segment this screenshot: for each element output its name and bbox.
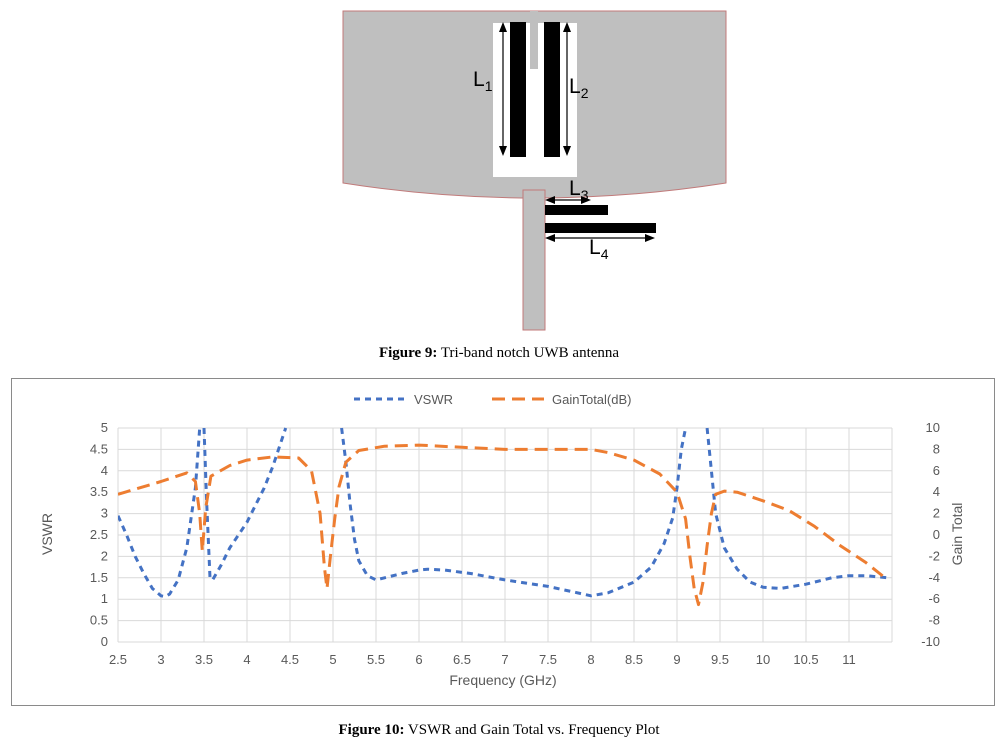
y-tick-label: 2.5: [90, 527, 108, 542]
chart-frame: 0 0.5 1 1.5 2 2.5 3 3.5 4 4.5 5 -10 -8 -6 -4 -2 0 2 4 6 8 10 2…: [11, 378, 995, 706]
notch-strip-l3: [545, 205, 608, 215]
y-tick-label: 4: [101, 463, 108, 478]
x-tick-label: 10: [756, 652, 770, 667]
x-axis-label: Frequency (GHz): [449, 672, 556, 688]
y2-axis-label: Gain Total: [949, 503, 965, 566]
legend: VSWR GainTotal(dB): [354, 392, 631, 407]
x-tick-label: 9.5: [711, 652, 729, 667]
y-axis-label: VSWR: [39, 513, 55, 555]
series-line-vswr: [202, 427, 288, 582]
vswr-gain-chart: 0 0.5 1 1.5 2 2.5 3 3.5 4 4.5 5 -10 -8 -6 -4 -2 0 2 4 6 8 10 2…: [39, 392, 965, 688]
dimension-arrow-l3: [545, 196, 591, 204]
y2-tick-label: 4: [933, 484, 940, 499]
x-tick-label: 3: [157, 652, 164, 667]
legend-label-gain: GainTotal(dB): [552, 392, 631, 407]
dimension-arrow-l1: [499, 22, 507, 156]
dimension-arrow-l4: [545, 234, 655, 242]
y-tick-label: 0: [101, 634, 108, 649]
y-tick-label: 1.5: [90, 570, 108, 585]
y2-tick-label: 10: [926, 420, 940, 435]
x-tick-label: 6.5: [453, 652, 471, 667]
figure-9-caption-text: Tri-band notch UWB antenna: [437, 345, 620, 361]
x-tick-label: 6: [415, 652, 422, 667]
x-tick-label: 8.5: [625, 652, 643, 667]
x-tick-label: 2.5: [109, 652, 127, 667]
x-tick-label: 9: [673, 652, 680, 667]
y2-tick-label: 0: [933, 527, 940, 542]
label-l3: L3: [569, 177, 589, 203]
series-line-vswr: [705, 427, 888, 590]
y-tick-label: 1: [101, 591, 108, 606]
figure-10-caption: Figure 10: VSWR and Gain Total vs. Frequ…: [0, 722, 998, 739]
tick-labels: 0 0.5 1 1.5 2 2.5 3 3.5 4 4.5 5 -10 -8 -6 -4 -2 0 2 4 6 8 10 2…: [90, 420, 940, 667]
y2-tick-label: -8: [928, 613, 940, 628]
x-tick-label: 10.5: [793, 652, 818, 667]
y2-tick-label: 8: [933, 441, 940, 456]
x-tick-label: 4: [243, 652, 250, 667]
center-patch-stub: [530, 11, 538, 69]
x-tick-label: 5.5: [367, 652, 385, 667]
y-tick-label: 2: [101, 548, 108, 563]
notch-strip-l4: [545, 223, 656, 233]
x-tick-label: 7.5: [539, 652, 557, 667]
series-line-gain: [118, 443, 889, 607]
y2-tick-label: -10: [921, 634, 940, 649]
notch-strip-l1: [510, 22, 526, 157]
series-line-vswr: [340, 427, 688, 598]
y-tick-label: 3.5: [90, 484, 108, 499]
antenna-diagram: L1 L2 L3 L4: [342, 10, 727, 331]
grid: [117, 427, 893, 643]
series-line-vswr: [118, 427, 202, 599]
figure-9-caption: Figure 9: Tri-band notch UWB antenna: [0, 345, 998, 362]
y2-tick-label: 6: [933, 463, 940, 478]
x-tick-label: 5: [329, 652, 336, 667]
series-layer: [118, 427, 889, 607]
figure-10-caption-label: Figure 10:: [338, 722, 405, 738]
label-l2: L2: [569, 75, 589, 101]
x-tick-label: 8: [587, 652, 594, 667]
figure-9-caption-label: Figure 9:: [378, 345, 438, 361]
label-l4: L4: [589, 236, 609, 262]
y-tick-label: 3: [101, 506, 108, 521]
notch-strip-l2: [544, 22, 560, 157]
label-l1: L1: [473, 68, 493, 94]
y2-tick-label: -4: [928, 570, 940, 585]
y2-tick-label: 2: [933, 506, 940, 521]
dimension-arrow-l2: [563, 22, 571, 156]
y-tick-label: 0.5: [90, 613, 108, 628]
x-tick-label: 7: [501, 652, 508, 667]
legend-label-vswr: VSWR: [414, 392, 453, 407]
antenna-feedline: [522, 189, 546, 331]
figure-10-caption-text: VSWR and Gain Total vs. Frequency Plot: [404, 722, 660, 738]
y2-tick-label: -2: [928, 548, 940, 563]
x-tick-label: 3.5: [195, 652, 213, 667]
y-tick-label: 4.5: [90, 441, 108, 456]
x-tick-label: 4.5: [281, 652, 299, 667]
x-tick-label: 11: [842, 652, 856, 667]
y-tick-label: 5: [101, 420, 108, 435]
y2-tick-label: -6: [928, 591, 940, 606]
